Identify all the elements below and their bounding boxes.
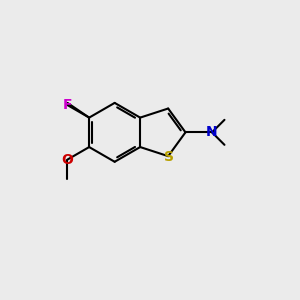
Text: F: F — [63, 98, 72, 112]
Text: N: N — [206, 125, 218, 139]
Text: S: S — [164, 150, 174, 164]
Text: O: O — [61, 153, 74, 166]
